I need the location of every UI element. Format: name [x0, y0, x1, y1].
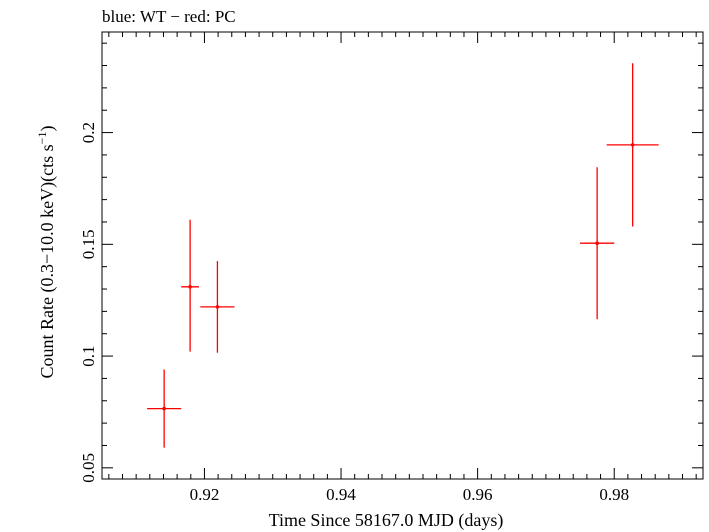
axes-layer: 0.92 0.94 0.96 0.98 0.05 0.1 0.15 0.2	[79, 31, 704, 504]
x-tick-label: 0.98	[599, 485, 629, 504]
data-point	[181, 219, 199, 352]
y-axis-label-superscript: −1	[35, 132, 49, 145]
x-tick-label: 0.92	[190, 485, 220, 504]
y-tick-label: 0.15	[79, 229, 98, 259]
text-layer: blue: WT − red: PC Time Since 58167.0 MJ…	[35, 7, 503, 531]
data-marker	[630, 143, 635, 147]
data-marker	[162, 406, 166, 411]
plot-frame	[101, 31, 704, 480]
data-point	[580, 167, 615, 320]
data-point	[147, 369, 182, 448]
data-marker	[188, 284, 192, 289]
data-marker	[595, 241, 599, 246]
y-axis-label-main: Count Rate (0.3−10.0 keV)(cts s	[37, 144, 58, 378]
y-tick-label: 0.05	[79, 453, 98, 483]
data-marker	[215, 305, 220, 309]
y-tick-label: 0.2	[79, 122, 98, 143]
data-point	[200, 261, 235, 353]
chart-title: blue: WT − red: PC	[102, 7, 236, 26]
y-axis-label: Count Rate (0.3−10.0 keV)(cts s−1)	[35, 126, 58, 379]
data-layer	[147, 63, 659, 448]
y-tick-label: 0.1	[79, 345, 98, 366]
x-tick-label: 0.94	[326, 485, 356, 504]
x-tick-label: 0.96	[463, 485, 493, 504]
y-axis-label-suffix: )	[37, 126, 58, 132]
x-axis-label: Time Since 58167.0 MJD (days)	[269, 510, 504, 531]
data-point	[606, 63, 659, 227]
